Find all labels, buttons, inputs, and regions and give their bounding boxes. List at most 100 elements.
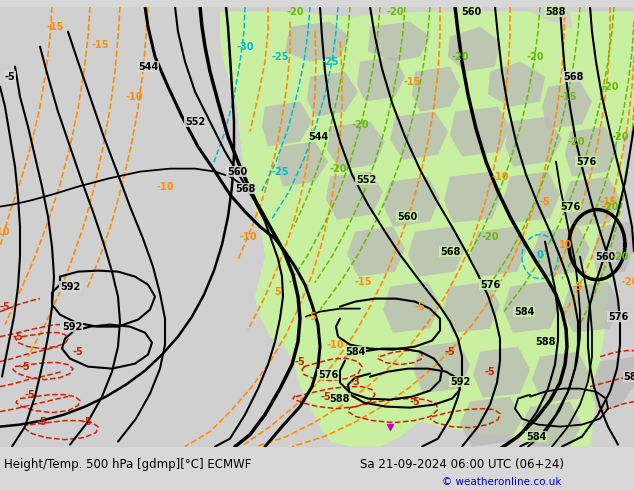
Text: -25: -25 xyxy=(271,51,288,62)
Text: -5: -5 xyxy=(321,392,332,402)
Polygon shape xyxy=(503,282,560,333)
Text: 560: 560 xyxy=(227,167,247,176)
Polygon shape xyxy=(357,57,405,101)
Text: 552: 552 xyxy=(356,174,376,185)
Text: -20: -20 xyxy=(386,7,404,17)
Text: -10: -10 xyxy=(239,232,257,242)
Text: 0: 0 xyxy=(536,249,543,260)
Polygon shape xyxy=(542,82,592,129)
Text: 544: 544 xyxy=(308,132,328,142)
Text: -20: -20 xyxy=(329,164,347,173)
Polygon shape xyxy=(444,172,502,222)
Polygon shape xyxy=(220,12,625,446)
Text: -15: -15 xyxy=(403,76,421,87)
Text: -15: -15 xyxy=(599,196,617,207)
Text: 544: 544 xyxy=(138,62,158,72)
Polygon shape xyxy=(448,26,500,72)
Polygon shape xyxy=(408,226,465,277)
Text: -5: -5 xyxy=(82,416,93,427)
Text: -20: -20 xyxy=(451,51,469,62)
Text: © weatheronline.co.uk: © weatheronline.co.uk xyxy=(442,477,562,487)
Text: -10: -10 xyxy=(327,340,344,350)
Polygon shape xyxy=(383,176,440,226)
Polygon shape xyxy=(368,22,430,62)
Text: -10: -10 xyxy=(156,182,174,192)
Text: 10: 10 xyxy=(559,240,573,249)
Polygon shape xyxy=(412,67,460,112)
Text: 588: 588 xyxy=(624,371,634,382)
Text: -25: -25 xyxy=(321,57,339,67)
Text: -5: -5 xyxy=(415,302,425,312)
Text: Sa 21-09-2024 06:00 UTC (06+24): Sa 21-09-2024 06:00 UTC (06+24) xyxy=(360,458,564,471)
Text: -20: -20 xyxy=(567,137,585,147)
Polygon shape xyxy=(532,352,590,403)
Polygon shape xyxy=(570,12,634,137)
Text: -20: -20 xyxy=(601,201,619,212)
Text: 568: 568 xyxy=(440,246,460,257)
Polygon shape xyxy=(473,346,530,397)
Text: -20: -20 xyxy=(351,120,369,130)
Text: -15: -15 xyxy=(354,277,372,287)
Text: 5: 5 xyxy=(275,287,281,296)
Text: -5: -5 xyxy=(73,346,84,357)
Polygon shape xyxy=(503,172,560,222)
Text: 552: 552 xyxy=(185,117,205,126)
Text: Height/Temp. 500 hPa [gdmp][°C] ECMWF: Height/Temp. 500 hPa [gdmp][°C] ECMWF xyxy=(4,458,251,471)
Polygon shape xyxy=(262,101,312,147)
Text: -20: -20 xyxy=(286,7,304,17)
Text: 588: 588 xyxy=(545,7,566,17)
Polygon shape xyxy=(532,226,590,277)
Text: -25: -25 xyxy=(271,167,288,176)
Text: 592: 592 xyxy=(60,282,80,292)
Polygon shape xyxy=(562,282,620,333)
Text: 576: 576 xyxy=(560,201,580,212)
Text: -15: -15 xyxy=(46,22,64,32)
Text: -10: -10 xyxy=(126,92,143,101)
Text: -5: -5 xyxy=(13,332,23,342)
Text: -5: -5 xyxy=(0,302,10,312)
Text: -3: -3 xyxy=(349,377,360,387)
Text: -5: -5 xyxy=(295,357,306,367)
Polygon shape xyxy=(347,226,405,277)
Text: 560: 560 xyxy=(461,7,481,17)
Text: 588: 588 xyxy=(534,337,555,346)
Text: 576: 576 xyxy=(480,280,500,290)
Text: -5: -5 xyxy=(410,396,420,407)
Polygon shape xyxy=(450,107,510,157)
Text: 584: 584 xyxy=(345,346,365,357)
Polygon shape xyxy=(327,122,385,170)
Text: 568: 568 xyxy=(563,72,583,82)
Text: -15: -15 xyxy=(559,92,577,101)
Text: -20: -20 xyxy=(611,252,629,262)
Text: -5: -5 xyxy=(307,312,318,321)
Polygon shape xyxy=(307,72,358,117)
Polygon shape xyxy=(488,62,545,107)
Text: -5: -5 xyxy=(573,282,583,292)
Polygon shape xyxy=(413,342,470,392)
Text: -20: -20 xyxy=(601,82,619,92)
Text: -5: -5 xyxy=(20,362,30,371)
Text: -20: -20 xyxy=(526,51,544,62)
Polygon shape xyxy=(285,22,350,62)
Text: -5: -5 xyxy=(540,196,550,207)
Text: -10: -10 xyxy=(491,172,508,182)
Polygon shape xyxy=(383,282,440,333)
Polygon shape xyxy=(470,12,570,117)
Text: 576: 576 xyxy=(576,157,596,167)
Text: -5: -5 xyxy=(444,346,455,357)
Text: 592: 592 xyxy=(62,321,82,332)
Polygon shape xyxy=(277,142,328,187)
Text: 576: 576 xyxy=(318,369,338,380)
Text: -5: -5 xyxy=(25,390,36,400)
Text: -5: -5 xyxy=(37,416,48,427)
Text: -20: -20 xyxy=(621,277,634,287)
Text: -5: -5 xyxy=(484,367,495,377)
Polygon shape xyxy=(505,117,562,167)
Text: 568: 568 xyxy=(235,184,256,194)
Text: -20: -20 xyxy=(611,132,629,142)
Text: 588: 588 xyxy=(330,393,350,404)
Text: 560: 560 xyxy=(595,252,615,262)
Polygon shape xyxy=(562,176,620,226)
Text: 560: 560 xyxy=(397,212,417,221)
Text: -15: -15 xyxy=(91,40,109,49)
